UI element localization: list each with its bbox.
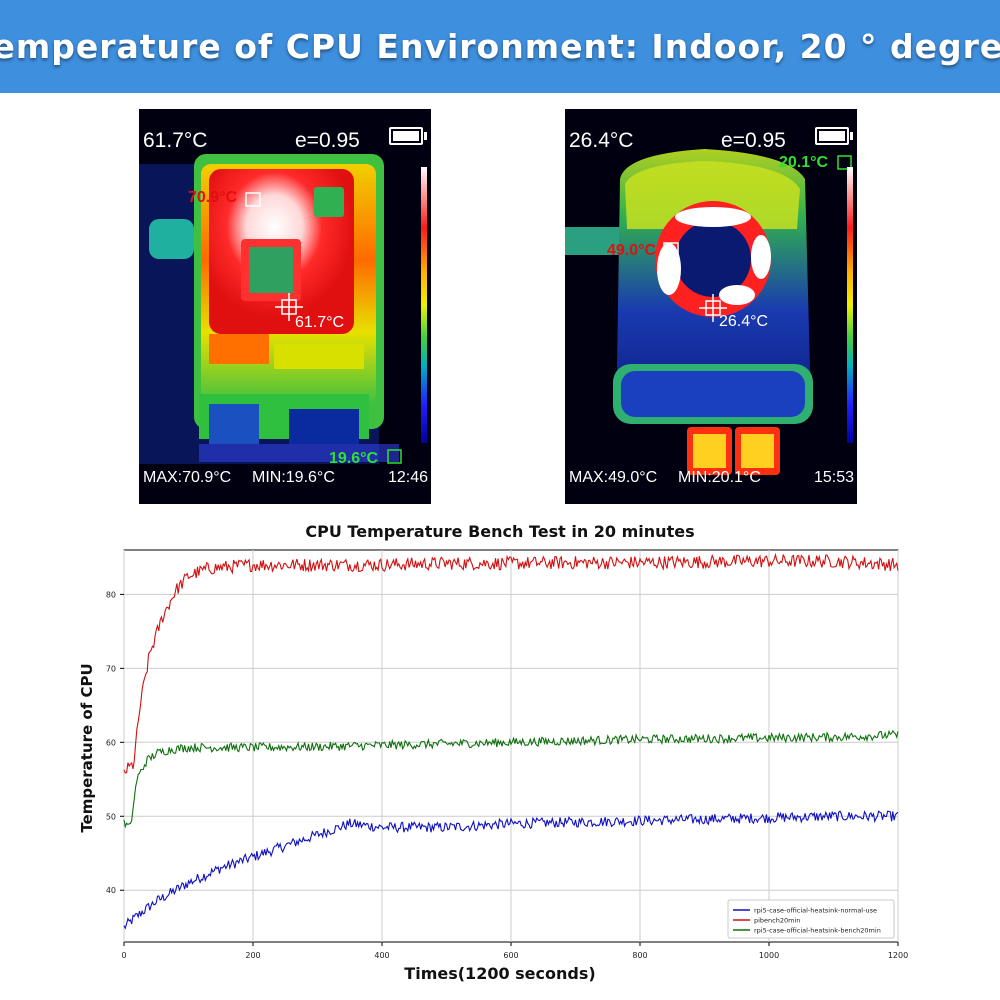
max-temperature-label: MAX:49.0°C [569,469,658,486]
x-tick-label: 200 [245,951,260,960]
x-tick-label: 1000 [759,951,779,960]
legend-entry: rpi5-case-official-heatsink-bench20min [754,927,881,935]
max-temperature-label: MAX:70.9°C [143,469,232,486]
hot-spot-marker-label: 49.0°C [607,242,657,259]
center-temperature: 61.7°C [143,129,208,152]
hot-spot-marker-label: 70.9°C [188,189,238,206]
center-marker-label: 26.4°C [719,313,769,330]
banner-title: Temperature of CPU Environment: Indoor, … [0,27,1000,66]
series-line-3 [123,729,899,829]
y-tick-label: 50 [106,812,116,821]
battery-icon [389,127,427,145]
emissivity-label: e=0.95 [295,129,360,152]
x-tick-label: 600 [503,951,518,960]
center-temperature: 26.4°C [569,129,634,152]
series-line-1 [123,810,899,930]
y-tick-label: 40 [106,886,116,895]
y-axis-title: Temperature of CPU [78,663,96,833]
chart-title: CPU Temperature Bench Test in 20 minutes [305,522,695,541]
color-scale-bar [421,167,427,443]
temperature-line-chart: 0 200 400 600 800 1000 1200 40 50 60 70 80 rpi5-case… [106,549,908,960]
series-line-2 [123,552,899,774]
y-tick-label: 80 [106,590,116,599]
y-tick-label: 60 [106,738,116,747]
thermal-board-picture [139,109,431,504]
battery-icon [815,127,853,145]
y-tick-label: 70 [106,664,116,673]
clock-time: 12:46 [388,469,429,486]
cold-spot-marker-label: 19.6°C [329,450,379,467]
x-axis-title: Times(1200 seconds) [404,964,596,983]
thermal-case-picture [565,109,857,504]
emissivity-label: e=0.95 [721,129,786,152]
title-banner: Temperature of CPU Environment: Indoor, … [0,0,1000,93]
min-temperature-label: MIN:20.1°C [678,469,761,486]
x-tick-label: 1200 [888,951,908,960]
x-tick-label: 400 [374,951,389,960]
min-temperature-label: MIN:19.6°C [252,469,335,486]
center-marker-label: 61.7°C [295,314,345,331]
color-scale-bar [847,167,853,443]
thermal-image-case: 26.4°C e=0.95 20.1°C 49.0°C 26.4°C MAX:4… [565,109,857,504]
clock-time: 15:53 [814,469,855,486]
legend-entry: pibench20min [754,917,800,925]
thermal-image-board: 61.7°C e=0.95 70.9°C 61.7°C 19.6°C MAX:7… [139,109,431,504]
x-tick-label: 0 [121,951,126,960]
legend-entry: rpi5-case-official-heatsink-normal-use [754,907,877,915]
cold-spot-marker-label: 20.1°C [779,154,829,171]
legend-box [727,899,895,939]
x-tick-label: 800 [632,951,647,960]
